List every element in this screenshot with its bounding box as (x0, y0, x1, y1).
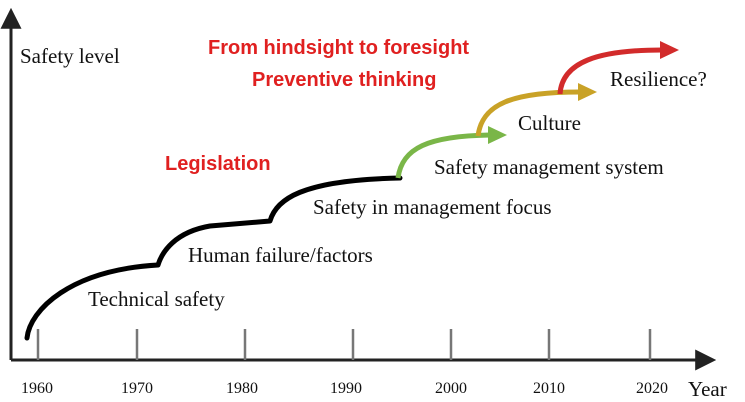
resilience-arrow-head (660, 41, 679, 59)
tick-label-2010: 2010 (533, 380, 565, 397)
x-axis-ticks (36, 329, 652, 360)
stage-label-technical-safety: Technical safety (88, 287, 225, 311)
tick-label-1970: 1970 (121, 380, 153, 397)
stage-label-culture: Culture (518, 111, 581, 135)
x-axis-label: Year (688, 377, 727, 401)
sms-arrow-head (488, 126, 507, 144)
headline-line-1: From hindsight to foresight (208, 37, 469, 59)
stage-label-resilience: Resilience? (610, 67, 707, 91)
culture-arrow-head (578, 83, 597, 101)
y-axis-label: Safety level (20, 44, 120, 68)
legislation-label: Legislation (165, 153, 271, 175)
sms-arrow (395, 132, 491, 179)
stage-label-sms: Safety management system (434, 155, 664, 179)
tick-label-2000: 2000 (435, 380, 467, 397)
headline-line-2: Preventive thinking (252, 69, 437, 91)
resilience-arrow (557, 47, 663, 95)
safety-progress-curve (24, 175, 403, 341)
tick-label-1980: 1980 (226, 380, 258, 397)
tick-label-1990: 1990 (330, 380, 362, 397)
tick-label-1960: 1960 (21, 380, 53, 397)
stage-label-management-focus: Safety in management focus (313, 195, 552, 219)
tick-label-2020: 2020 (636, 380, 668, 397)
stage-label-human-factors: Human failure/factors (188, 243, 373, 267)
